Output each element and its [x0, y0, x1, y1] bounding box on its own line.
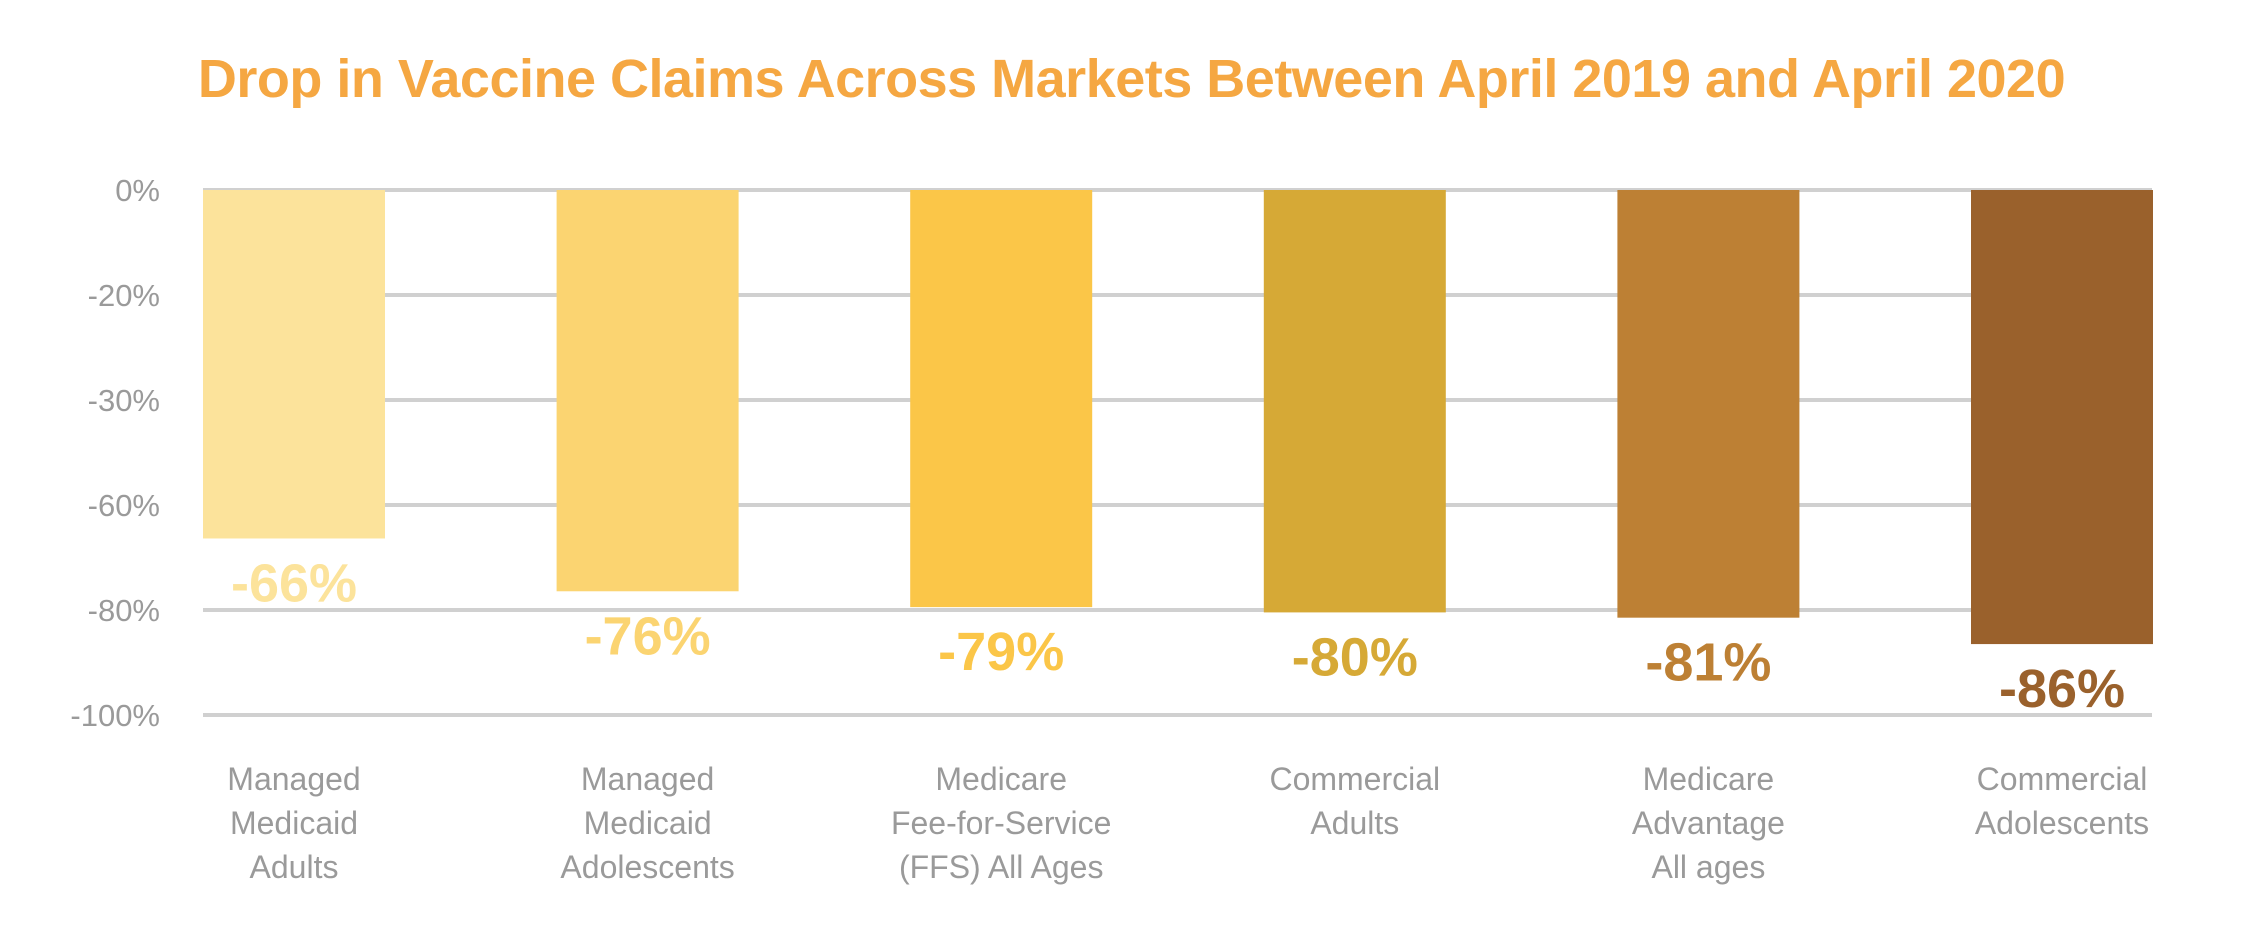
data-label: -81%: [1645, 633, 1771, 693]
x-category-label: Commercial Adolescents: [1975, 761, 2149, 841]
data-label: -86%: [1999, 659, 2125, 719]
y-tick-label: -100%: [70, 698, 160, 733]
bars: [203, 190, 2153, 645]
x-category-label: Medicare Advantage All ages: [1632, 761, 1785, 885]
data-label: -66%: [231, 553, 357, 613]
data-label: -76%: [585, 606, 711, 666]
y-tick-label: -20%: [88, 278, 160, 313]
y-tick-label: 0%: [115, 173, 160, 208]
y-tick-label: -30%: [88, 383, 160, 418]
x-axis-labels: Managed Medicaid Adults Managed Medicaid Adol…: [227, 761, 2149, 885]
x-category-label: Commercial Adults: [1269, 761, 1440, 841]
bar: [1971, 190, 2153, 645]
y-tick-label: -80%: [88, 593, 160, 628]
bar: [556, 190, 739, 592]
bar: [1263, 190, 1446, 613]
data-label: -80%: [1292, 627, 1418, 687]
y-tick-label: -60%: [88, 488, 160, 523]
bar: [1617, 190, 1800, 618]
x-category-label: Managed Medicaid Adolescents: [560, 761, 734, 885]
data-label: -79%: [938, 622, 1064, 682]
y-axis-ticks: 0% -20% -30% -60% -80% -100%: [70, 173, 160, 733]
bar: [910, 190, 1093, 608]
gridlines: [203, 188, 2152, 717]
bar: [203, 190, 385, 539]
chart-title: Drop in Vaccine Claims Across Markets Be…: [197, 49, 2066, 109]
x-category-label: Managed Medicaid Adults: [227, 761, 360, 885]
data-labels: -66% -76% -79% -80% -81% -86%: [231, 553, 2125, 719]
x-category-label: Medicare Fee-for-Service (FFS) All Ages: [891, 761, 1112, 885]
